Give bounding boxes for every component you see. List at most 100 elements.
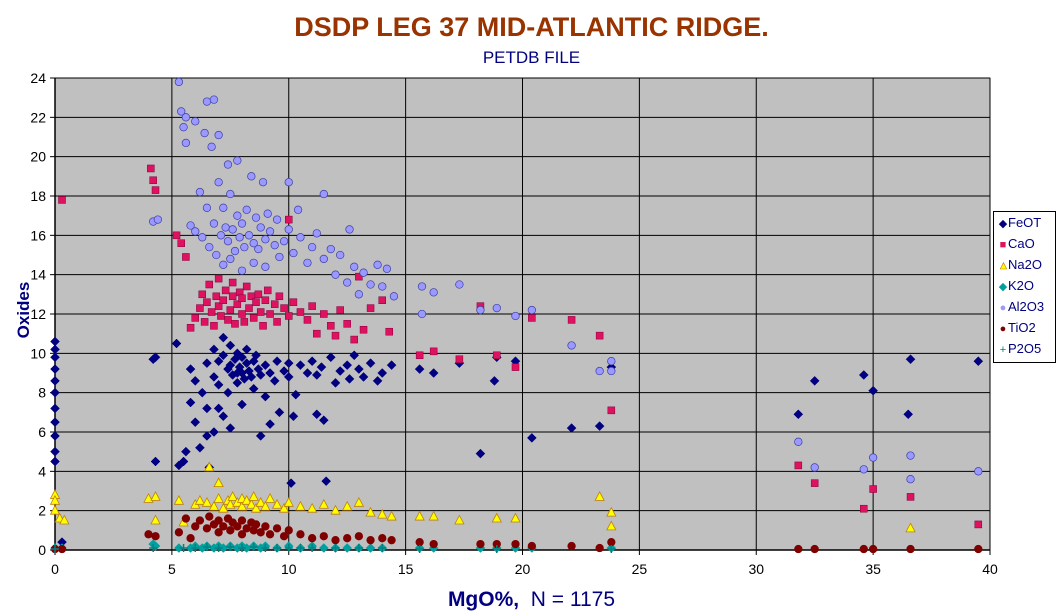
data-point (343, 278, 352, 287)
data-point (295, 360, 306, 370)
data-point (869, 485, 877, 493)
legend-item-al2o3: ● Al2O3 (994, 296, 1055, 317)
data-point (330, 377, 341, 388)
series-al2o3 (149, 77, 983, 484)
data-point (358, 372, 369, 382)
data-point (284, 178, 293, 187)
data-point (177, 107, 186, 116)
data-point (57, 544, 67, 554)
data-point (903, 409, 914, 420)
y-tick-label: 0 (38, 542, 46, 558)
x-tick-label: 35 (865, 561, 881, 577)
data-point (256, 308, 265, 316)
data-point (260, 360, 271, 370)
data-point (359, 268, 368, 277)
data-point (289, 298, 298, 306)
data-point (359, 325, 368, 334)
data-point (252, 298, 260, 306)
data-point (378, 282, 387, 291)
data-point (236, 500, 248, 511)
data-point (219, 296, 228, 304)
data-point (387, 536, 396, 545)
data-point (173, 494, 185, 505)
data-point (270, 300, 279, 308)
data-point (607, 357, 616, 366)
data-point (237, 352, 247, 363)
data-point (228, 225, 237, 234)
data-point (595, 331, 604, 340)
data-point (325, 352, 336, 363)
data-point (308, 544, 317, 553)
data-point (868, 453, 878, 462)
data-point (218, 350, 229, 361)
data-point (150, 352, 161, 363)
data-point (312, 229, 321, 238)
chart-subtitle: PETDB FILE (482, 48, 581, 67)
data-point (185, 397, 196, 408)
data-point (49, 504, 61, 515)
data-point (511, 539, 520, 549)
legend-label: CaO (1008, 236, 1035, 251)
data-point (209, 95, 219, 104)
data-point (331, 544, 340, 553)
data-point (296, 544, 305, 553)
data-point (354, 290, 364, 299)
data-point (331, 536, 340, 545)
data-point (272, 215, 282, 224)
data-point (273, 544, 282, 553)
data-point (906, 475, 915, 484)
data-point (223, 387, 233, 398)
data-point (261, 235, 270, 244)
data-point (326, 244, 335, 254)
data-point (378, 296, 386, 304)
data-point (859, 544, 868, 554)
x-tick-label: 30 (748, 561, 764, 577)
data-point (150, 456, 161, 467)
data-point (378, 534, 387, 543)
data-point (794, 544, 803, 554)
data-point (284, 526, 293, 535)
data-point (208, 500, 220, 511)
data-point (149, 176, 157, 185)
data-point (202, 358, 212, 369)
data-point (249, 258, 258, 268)
data-point (260, 500, 271, 511)
data-point (906, 451, 915, 460)
data-point (255, 370, 266, 380)
data-point (511, 363, 520, 371)
data-point (153, 215, 163, 224)
data-point (213, 356, 224, 367)
data-point (50, 387, 60, 398)
data-point (313, 329, 321, 338)
data-point (318, 498, 329, 509)
data-point (428, 368, 439, 378)
data-point (263, 286, 272, 295)
data-point (249, 239, 258, 248)
data-point (174, 77, 184, 87)
data-point (200, 128, 209, 138)
data-point (195, 187, 205, 197)
data-point (284, 225, 293, 234)
data-point (209, 427, 219, 437)
data-point (303, 316, 312, 324)
data-point (200, 318, 209, 326)
data-point (255, 496, 266, 507)
data-point (318, 543, 329, 553)
data-point (225, 360, 236, 370)
data-point (415, 537, 424, 547)
data-point (365, 543, 376, 553)
data-point (233, 300, 242, 308)
data-point (242, 205, 251, 214)
data-point (510, 512, 521, 523)
data-point (171, 338, 182, 349)
data-point (214, 528, 223, 537)
data-point (249, 314, 258, 322)
data-point (455, 355, 464, 363)
data-point (203, 298, 211, 306)
data-point (226, 189, 235, 199)
data-point (342, 543, 353, 553)
data-point (415, 545, 424, 554)
data-point (974, 520, 983, 529)
data-point (275, 292, 284, 301)
